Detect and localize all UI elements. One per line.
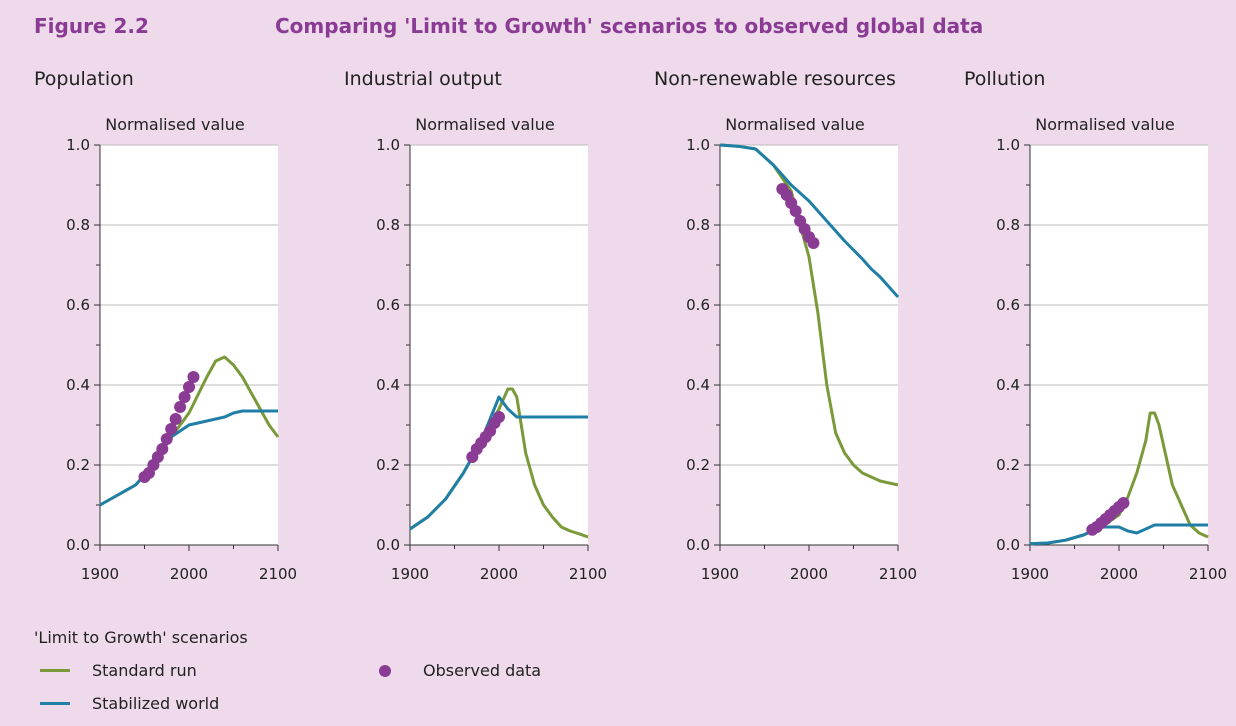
pollution-y-tick-label: 0.8 bbox=[996, 216, 1020, 234]
legend-stabilized-world: Stabilized world bbox=[40, 694, 219, 713]
industrial-output-stabilized-world-line bbox=[409, 395, 588, 531]
non-renewable-resources-stabilized-world-line bbox=[719, 143, 900, 298]
non-renewable-resources-x-tick-label: 2000 bbox=[790, 565, 828, 583]
observed-swatch bbox=[379, 664, 391, 677]
non-renewable-resources-observed-point bbox=[789, 205, 802, 217]
non-renewable-resources-panel-title: Non-renewable resources bbox=[654, 68, 896, 90]
pollution-y-tick-label: 0.6 bbox=[996, 296, 1020, 314]
population-observed-point bbox=[187, 371, 200, 383]
pollution-panel-title: Pollution bbox=[964, 68, 1046, 90]
pollution-stabilized-world-line bbox=[1029, 523, 1208, 546]
figure-title: Comparing 'Limit to Growth' scenarios to… bbox=[275, 14, 984, 38]
industrial-output-y-tick-label: 0.0 bbox=[376, 536, 400, 554]
industrial-output-y-tick-label: 0.4 bbox=[376, 376, 400, 394]
figure-number: Figure 2.2 bbox=[34, 14, 149, 38]
pollution-y-tick-label: 0.4 bbox=[996, 376, 1020, 394]
pollution-plot-area bbox=[1030, 145, 1208, 545]
industrial-output-plot-area bbox=[410, 145, 588, 545]
population-y-tick-label: 0.8 bbox=[66, 216, 90, 234]
non-renewable-resources-y-tick-label: 0.4 bbox=[686, 376, 710, 394]
population-plot-area bbox=[100, 145, 278, 545]
population-y-tick-label: 0.2 bbox=[66, 456, 90, 474]
non-renewable-resources-y-tick-label: 1.0 bbox=[686, 136, 710, 154]
legend-observed: Observed data bbox=[370, 661, 541, 680]
industrial-output-x-tick-label: 2000 bbox=[480, 565, 518, 583]
pollution-observed-point bbox=[1117, 497, 1130, 509]
industrial-output-y-tick-label: 0.6 bbox=[376, 296, 400, 314]
legend-title: 'Limit to Growth' scenarios bbox=[34, 628, 248, 647]
pollution-x-tick-label: 1900 bbox=[1011, 565, 1049, 583]
population-panel-title: Population bbox=[34, 68, 134, 90]
non-renewable-resources-y-tick-label: 0.0 bbox=[686, 536, 710, 554]
non-renewable-resources-y-tick-label: 0.2 bbox=[686, 456, 710, 474]
non-renewable-resources-x-tick-label: 2100 bbox=[879, 565, 917, 583]
population-x-tick-label: 2000 bbox=[170, 565, 208, 583]
population-y-tick-label: 1.0 bbox=[66, 136, 90, 154]
industrial-output-y-tick-label: 1.0 bbox=[376, 136, 400, 154]
population-stabilized-world-line bbox=[99, 409, 278, 507]
legend-standard-run-label: Standard run bbox=[92, 661, 197, 680]
pollution-x-tick-label: 2100 bbox=[1189, 565, 1227, 583]
population-y-tick-label: 0.4 bbox=[66, 376, 90, 394]
population-observed-point bbox=[165, 423, 178, 435]
population-y-axis-label: Normalised value bbox=[105, 115, 245, 134]
pollution-y-tick-label: 0.2 bbox=[996, 456, 1020, 474]
industrial-output-panel-title: Industrial output bbox=[344, 68, 502, 90]
population-y-tick-label: 0.6 bbox=[66, 296, 90, 314]
industrial-output-x-tick-label: 2100 bbox=[569, 565, 607, 583]
pollution-y-tick-label: 0.0 bbox=[996, 536, 1020, 554]
non-renewable-resources-observed-point bbox=[807, 237, 820, 249]
population-observed-point bbox=[169, 413, 182, 425]
non-renewable-resources-y-tick-label: 0.6 bbox=[686, 296, 710, 314]
stabilized-world-swatch bbox=[40, 702, 70, 705]
pollution-x-tick-label: 2000 bbox=[1100, 565, 1138, 583]
legend-observed-label: Observed data bbox=[423, 661, 542, 680]
non-renewable-resources-y-axis-label: Normalised value bbox=[725, 115, 865, 134]
non-renewable-resources-y-tick-label: 0.8 bbox=[686, 216, 710, 234]
standard-run-swatch bbox=[40, 669, 70, 672]
non-renewable-resources-x-tick-label: 1900 bbox=[701, 565, 739, 583]
population-x-tick-label: 1900 bbox=[81, 565, 119, 583]
population-observed-point bbox=[183, 381, 195, 393]
population-y-tick-label: 0.0 bbox=[66, 536, 90, 554]
population-observed-point bbox=[156, 443, 169, 455]
legend-standard-run: Standard run bbox=[40, 661, 197, 680]
industrial-output-y-tick-label: 0.8 bbox=[376, 216, 400, 234]
population-x-tick-label: 2100 bbox=[259, 565, 297, 583]
pollution-y-axis-label: Normalised value bbox=[1035, 115, 1175, 134]
industrial-output-x-tick-label: 1900 bbox=[391, 565, 429, 583]
legend-stabilized-world-label: Stabilized world bbox=[92, 694, 220, 713]
population-observed-point bbox=[178, 391, 191, 403]
industrial-output-y-axis-label: Normalised value bbox=[415, 115, 555, 134]
population-observed-point bbox=[160, 433, 173, 445]
non-renewable-resources-plot-area bbox=[720, 145, 898, 545]
population-observed-point bbox=[174, 401, 187, 413]
pollution-y-tick-label: 1.0 bbox=[996, 136, 1020, 154]
industrial-output-y-tick-label: 0.2 bbox=[376, 456, 400, 474]
industrial-output-observed-point bbox=[493, 411, 505, 423]
